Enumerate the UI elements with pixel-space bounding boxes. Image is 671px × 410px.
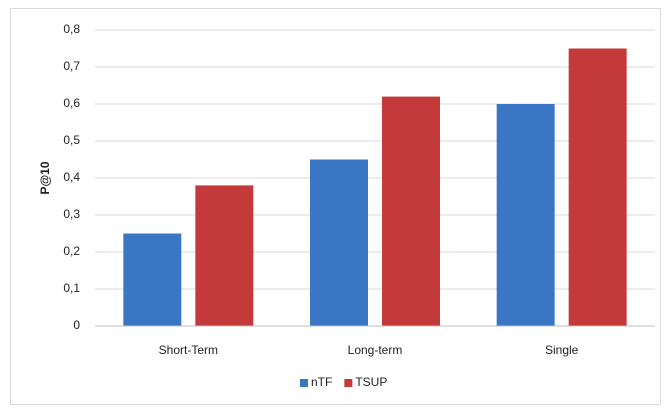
x-tick-label: Long-term xyxy=(348,343,403,357)
y-axis-label: P@10 xyxy=(38,161,52,194)
bar xyxy=(382,96,440,326)
y-tick-label: 0,6 xyxy=(63,96,80,110)
x-tick-label: Single xyxy=(545,343,579,357)
bar xyxy=(568,48,627,326)
y-tick-label: 0,8 xyxy=(63,22,80,36)
legend-swatch xyxy=(300,379,308,387)
y-tick-label: 0,7 xyxy=(63,59,80,73)
y-tick-label: 0,3 xyxy=(63,207,80,221)
y-tick-label: 0,1 xyxy=(63,281,80,295)
bar xyxy=(123,233,182,326)
bar xyxy=(310,159,368,326)
x-tick-label: Short-Term xyxy=(159,343,218,357)
y-tick-label: 0,5 xyxy=(63,133,80,147)
legend-label: nTF xyxy=(311,375,332,389)
y-tick-label: 0,4 xyxy=(63,170,80,184)
y-tick-label: 0 xyxy=(73,318,80,332)
bar xyxy=(496,104,555,326)
legend-swatch xyxy=(344,379,353,387)
legend-label: TSUP xyxy=(355,375,387,389)
y-tick-label: 0,2 xyxy=(63,244,80,258)
bar xyxy=(195,185,254,326)
